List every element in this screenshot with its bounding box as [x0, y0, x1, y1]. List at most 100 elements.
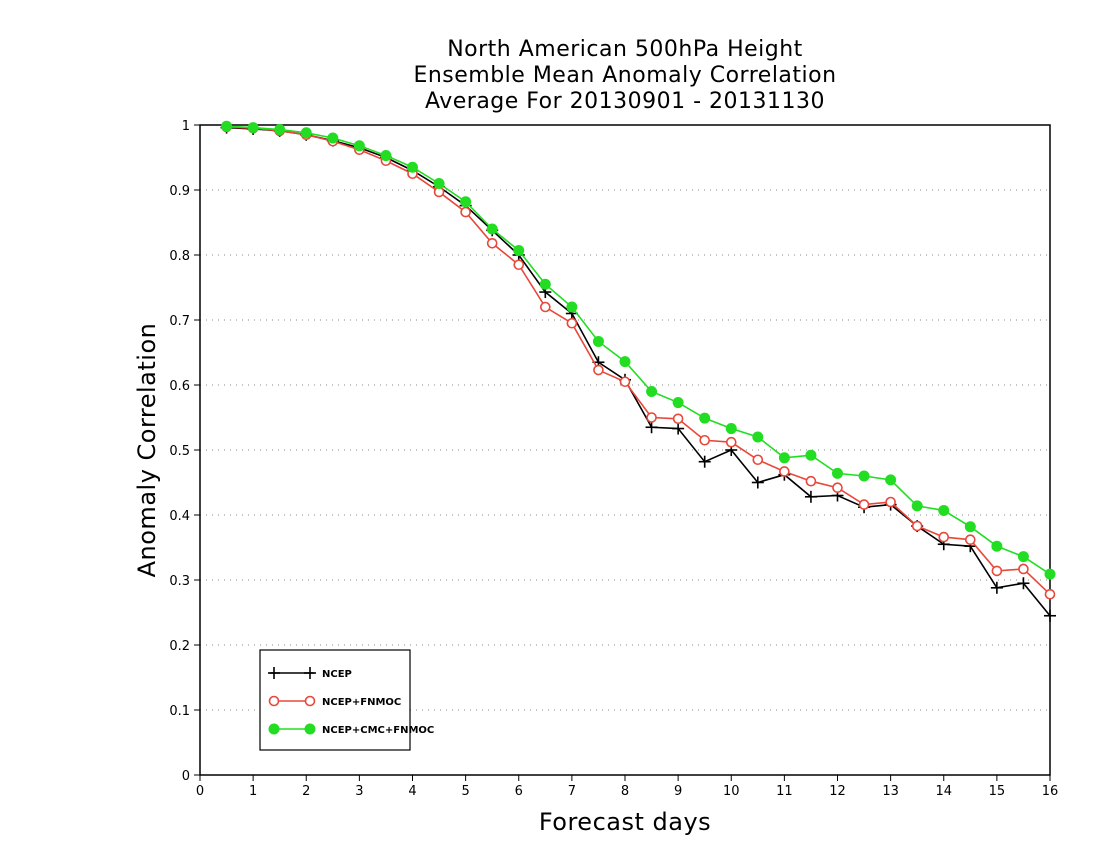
x-tick-label-0: 0 — [196, 784, 204, 799]
x-tick-label-14: 14 — [935, 784, 952, 799]
series-2-point-14 — [592, 335, 604, 347]
series-line-2 — [226, 125, 1051, 575]
chart-title-line-1: North American 500hPa Height — [447, 37, 803, 62]
x-axis-label: Forecast days — [538, 808, 712, 836]
series-2-point-8 — [433, 178, 445, 189]
series-2-point-18 — [699, 412, 711, 424]
series-2-point-1 — [247, 122, 259, 134]
legend-marker-b-1 — [304, 695, 316, 707]
series-2-point-10 — [486, 223, 498, 235]
series-2-point-20 — [752, 431, 764, 443]
series-1-point-11 — [513, 259, 525, 271]
series-2-point-29 — [991, 540, 1003, 552]
series-2-point-4 — [327, 132, 339, 144]
series-0-point-20 — [751, 476, 764, 489]
series-2-point-16 — [646, 386, 658, 397]
series-line-0 — [226, 126, 1051, 617]
series-2-point-9 — [460, 196, 472, 208]
y-tick-label-10: 1 — [182, 119, 190, 134]
series-1-point-19 — [725, 436, 737, 448]
series-2-point-21 — [778, 452, 790, 464]
series-1-point-26 — [911, 520, 923, 532]
series-2-point-23 — [832, 467, 843, 479]
series-1-point-16 — [646, 412, 657, 423]
y-tick-label-4: 0.4 — [169, 509, 190, 524]
legend-marker-b-0 — [304, 667, 316, 679]
series-1-point-20 — [752, 454, 764, 466]
series-2-point-11 — [513, 244, 525, 256]
series-line-1 — [226, 126, 1051, 595]
series-1-point-25 — [885, 496, 896, 508]
series-0-point-18 — [698, 455, 711, 468]
series-2-point-6 — [380, 150, 392, 162]
legend-marker-a-0 — [268, 667, 280, 679]
series-2-point-15 — [619, 356, 631, 368]
chart-title-line-3: Average For 20130901 - 20131130 — [424, 89, 826, 114]
series-0-point-17 — [672, 422, 685, 435]
series-1-point-17 — [672, 413, 684, 425]
series-2-point-7 — [407, 161, 418, 173]
series-1-point-18 — [699, 434, 710, 446]
series-2-point-28 — [964, 521, 976, 533]
chart-title-line-2: Ensemble Mean Anomaly Correlation — [413, 63, 837, 88]
legend-marker-a-1 — [268, 695, 280, 707]
series-2-point-2 — [274, 124, 286, 136]
legend-label-1: NCEP+FNMOC — [322, 697, 401, 708]
series-1-point-9 — [460, 206, 471, 218]
series-1-point-15 — [619, 376, 631, 388]
y-tick-label-8: 0.8 — [169, 249, 190, 264]
x-tick-label-9: 9 — [674, 784, 682, 799]
y-tick-label-9: 0.9 — [169, 184, 190, 199]
series-0-point-29 — [990, 581, 1003, 594]
x-tick-label-3: 3 — [355, 784, 363, 799]
series-2-point-0 — [221, 120, 233, 132]
series-1-point-21 — [779, 466, 790, 477]
series-0-point-31 — [1044, 609, 1056, 622]
series-1-point-13 — [566, 317, 578, 329]
series-2-point-25 — [885, 474, 897, 486]
y-tick-label-6: 0.6 — [169, 379, 190, 394]
y-tick-label-2: 0.2 — [169, 639, 190, 654]
series-2-point-12 — [539, 278, 551, 290]
legend-marker-a-2 — [268, 723, 280, 735]
x-tick-label-10: 10 — [723, 784, 740, 799]
series-1-point-24 — [858, 499, 870, 510]
y-tick-label-1: 0.1 — [169, 704, 190, 719]
x-tick-label-2: 2 — [302, 784, 310, 799]
y-tick-label-0: 0 — [182, 769, 190, 784]
y-axis-label: Anomaly Correlation — [133, 322, 161, 578]
x-tick-label-4: 4 — [408, 784, 416, 799]
y-tick-label-5: 0.5 — [169, 444, 190, 459]
series-0-point-16 — [645, 421, 658, 434]
x-tick-label-1: 1 — [249, 784, 257, 799]
series-1-point-23 — [832, 482, 843, 494]
series-2-point-22 — [805, 449, 817, 461]
series-2-point-13 — [566, 301, 578, 313]
x-tick-label-16: 16 — [1042, 784, 1059, 799]
series-1-point-27 — [938, 531, 950, 543]
series-0-point-30 — [1017, 577, 1030, 590]
series-1-point-31 — [1044, 588, 1056, 600]
series-2-point-5 — [353, 140, 365, 152]
x-tick-label-6: 6 — [515, 784, 523, 799]
series-1-point-14 — [593, 364, 604, 376]
series-1-point-12 — [540, 301, 551, 313]
series-2-point-24 — [858, 470, 870, 482]
x-tick-label-7: 7 — [568, 784, 576, 799]
series-2-point-27 — [938, 504, 950, 516]
series-2-point-31 — [1044, 568, 1056, 580]
y-tick-label-3: 0.3 — [169, 574, 190, 589]
series-2-point-19 — [725, 423, 737, 435]
series-1-point-22 — [805, 475, 817, 487]
y-tick-label-7: 0.7 — [169, 314, 190, 329]
series-2-point-30 — [1017, 551, 1029, 563]
series-1-point-29 — [991, 565, 1003, 577]
x-tick-label-15: 15 — [989, 784, 1006, 799]
series-1-point-28 — [965, 534, 976, 546]
x-tick-label-5: 5 — [461, 784, 469, 799]
series-1-point-30 — [1018, 563, 1029, 575]
x-tick-label-12: 12 — [829, 784, 846, 799]
series-1-point-10 — [486, 238, 498, 249]
